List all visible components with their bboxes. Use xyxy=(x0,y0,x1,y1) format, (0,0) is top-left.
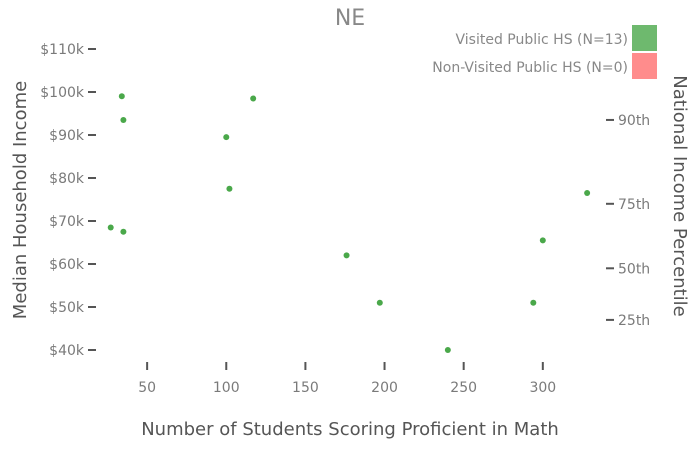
y-axis: $40k $50k $60k $70k $80k $90k $100k $110k xyxy=(40,42,96,359)
data-point xyxy=(530,299,537,306)
y2-axis-title: National Income Percentile xyxy=(669,75,690,317)
y2-tick-label: 25th xyxy=(618,313,650,329)
x-tick-label: 300 xyxy=(529,380,556,396)
y-axis-title: Median Household Income xyxy=(10,81,31,319)
y-tick-label: $50k xyxy=(49,300,85,316)
y-tick-label: $60k xyxy=(49,257,85,273)
legend-label-non-visited: Non-Visited Public HS (N=0) xyxy=(432,60,628,76)
x-tick-label: 50 xyxy=(138,380,156,396)
y-tick-label: $100k xyxy=(40,85,85,101)
data-point xyxy=(376,299,383,306)
legend-swatch-non-visited xyxy=(632,53,657,79)
data-point xyxy=(118,93,125,100)
y-tick-label: $70k xyxy=(49,214,85,230)
data-points xyxy=(107,93,591,353)
data-point xyxy=(120,116,127,123)
data-point xyxy=(444,347,451,353)
x-tick-label: 250 xyxy=(450,380,477,396)
legend-label-visited: Visited Public HS (N=13) xyxy=(456,32,628,48)
y2-tick-label: 50th xyxy=(618,261,650,277)
data-point xyxy=(226,185,233,192)
x-tick-label: 100 xyxy=(213,380,240,396)
legend: Visited Public HS (N=13) Non-Visited Pub… xyxy=(432,25,657,79)
y2-tick-label: 90th xyxy=(618,113,650,129)
y2-tick-label: 75th xyxy=(618,197,650,213)
legend-swatch-visited xyxy=(632,25,657,51)
x-tick-label: 200 xyxy=(371,380,398,396)
data-point xyxy=(584,190,591,197)
data-point xyxy=(223,134,230,141)
y-tick-label: $90k xyxy=(49,128,85,144)
x-axis-title: Number of Students Scoring Proficient in… xyxy=(141,419,559,440)
x-axis: 50 100 150 200 250 300 xyxy=(138,362,556,396)
data-point xyxy=(539,237,546,244)
y-tick-label: $110k xyxy=(40,42,85,58)
x-tick-label: 150 xyxy=(292,380,319,396)
data-point xyxy=(120,228,127,235)
y-tick-label: $80k xyxy=(49,171,85,187)
data-point xyxy=(343,252,350,259)
chart-title: NE xyxy=(335,6,365,31)
data-point xyxy=(250,95,257,102)
data-point xyxy=(107,224,114,231)
y2-axis: 25th 50th 75th 90th xyxy=(606,113,650,329)
y-tick-label: $40k xyxy=(49,343,85,359)
